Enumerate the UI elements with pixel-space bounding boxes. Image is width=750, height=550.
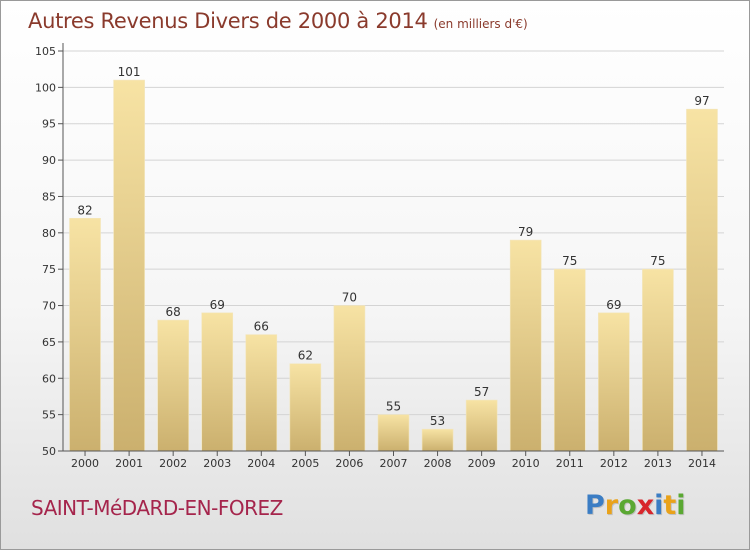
x-tick-label: 2001 <box>115 457 143 470</box>
data-label: 70 <box>342 291 357 305</box>
y-tick-label: 100 <box>35 81 56 94</box>
bar-2008 <box>421 428 454 452</box>
x-tick-label: 2008 <box>424 457 452 470</box>
x-tick-label: 2003 <box>203 457 231 470</box>
logo-letter: t <box>663 490 677 521</box>
data-label: 69 <box>210 298 225 312</box>
y-tick-label: 85 <box>42 190 56 203</box>
chart-title: Autres Revenus Divers de 2000 à 2014 <box>28 9 428 33</box>
bar-2005 <box>289 363 322 452</box>
bar-2006 <box>333 305 366 452</box>
x-tick-label: 2010 <box>512 457 540 470</box>
logo-letter: o <box>618 490 637 521</box>
bars <box>69 79 718 452</box>
bar-2011 <box>553 268 586 452</box>
x-tick-label: 2005 <box>291 457 319 470</box>
bar-2012 <box>598 312 630 452</box>
y-tick-label: 50 <box>42 445 56 458</box>
data-label: 62 <box>298 349 313 363</box>
logo-letter: r <box>604 490 619 521</box>
x-tick-label: 2007 <box>380 457 408 470</box>
y-tick-label: 70 <box>42 300 56 313</box>
chart-subtitle: (en milliers d'€) <box>433 17 528 31</box>
x-tick-label: 2000 <box>71 457 99 470</box>
x-tick-label: 2012 <box>600 457 628 470</box>
x-tick-label: 2014 <box>688 457 716 470</box>
bar-2004 <box>245 334 278 452</box>
proxiti-logo: Proxiti <box>585 490 686 521</box>
data-label: 55 <box>386 400 401 414</box>
bar-2009 <box>465 399 498 452</box>
y-tick-label: 80 <box>42 227 56 240</box>
data-label: 53 <box>430 414 445 428</box>
data-label: 69 <box>606 298 621 312</box>
data-label: 101 <box>118 65 141 79</box>
bar-2014 <box>686 108 718 452</box>
bar-2003 <box>201 312 234 452</box>
logo-letter: x <box>636 490 655 521</box>
x-tick-label: 2006 <box>335 457 363 470</box>
x-tick-label: 2002 <box>159 457 187 470</box>
x-tick-label: 2013 <box>644 457 672 470</box>
data-label: 97 <box>694 94 709 108</box>
bar-2001 <box>113 79 145 452</box>
logo-letter: i <box>654 490 664 521</box>
data-label: 75 <box>562 254 577 268</box>
bar-2000 <box>69 217 101 452</box>
y-tick-label: 65 <box>42 336 56 349</box>
y-tick-label: 75 <box>42 263 56 276</box>
axes <box>58 43 724 456</box>
data-label: 68 <box>166 305 181 319</box>
logo-letter: P <box>585 490 605 521</box>
bar-2002 <box>157 319 189 452</box>
y-tick-label: 90 <box>42 154 56 167</box>
y-tick-label: 95 <box>42 118 56 131</box>
x-tick-label: 2011 <box>556 457 584 470</box>
x-tick-label: 2004 <box>247 457 275 470</box>
bar-2013 <box>642 268 674 452</box>
bar-2010 <box>509 239 542 452</box>
data-label: 82 <box>77 203 92 217</box>
title-line: Autres Revenus Divers de 2000 à 2014 (en … <box>28 9 528 33</box>
data-label: 75 <box>650 254 665 268</box>
logo-letter: i <box>676 490 686 521</box>
bar-2007 <box>377 414 410 452</box>
data-label: 79 <box>518 225 533 239</box>
data-label: 66 <box>254 320 269 334</box>
labels: 50 55 60 65 70 75 80 85 90 95 100 105 82 2000 101 2001 6… <box>35 45 716 470</box>
x-tick-label: 2009 <box>468 457 496 470</box>
data-label: 57 <box>474 385 489 399</box>
y-tick-label: 105 <box>35 45 56 58</box>
y-tick-label: 55 <box>42 409 56 422</box>
y-tick-label: 60 <box>42 372 56 385</box>
commune-name: SAINT-MéDARD-EN-FOREZ <box>31 496 283 520</box>
